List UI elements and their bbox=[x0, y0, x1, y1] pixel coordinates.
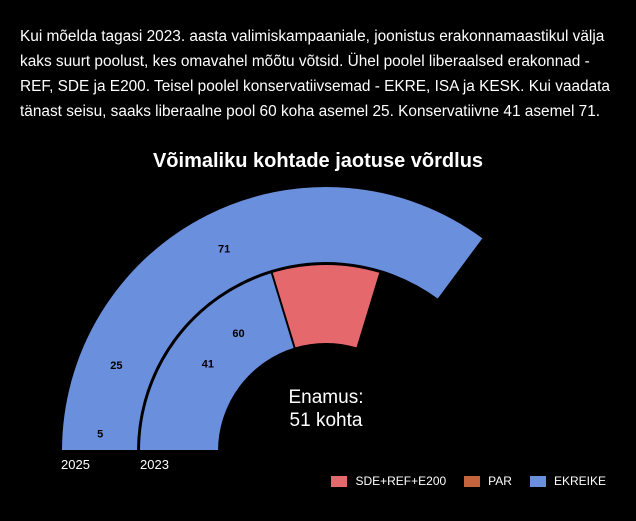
legend-label: PAR bbox=[488, 474, 512, 488]
chart-legend: SDE+REF+E200 PAR EKREIKE bbox=[331, 474, 606, 488]
value-label-2025-2: 71 bbox=[218, 244, 230, 256]
legend-label: EKREIKE bbox=[553, 474, 606, 488]
value-label-2025-1: 5 bbox=[97, 428, 103, 440]
legend-swatch bbox=[331, 475, 348, 487]
value-label-2025-0: 25 bbox=[110, 360, 122, 372]
legend-item: PAR bbox=[464, 474, 512, 488]
arc-2023-ekreike bbox=[137, 270, 297, 452]
legend-swatch bbox=[529, 475, 546, 487]
article-caption: Kui mõelda tagasi 2023. aasta valimiskam… bbox=[20, 28, 610, 120]
ring-label-outer: 2025 bbox=[61, 457, 90, 472]
chart-title: Võimaliku kohtade jaotuse võrdlus bbox=[152, 150, 484, 172]
center-label-line2: 51 kohta bbox=[290, 410, 363, 431]
legend-label: SDE+REF+E200 bbox=[355, 474, 447, 488]
legend-item: EKREIKE bbox=[529, 474, 606, 488]
legend-swatch bbox=[464, 475, 481, 487]
value-label-2023-0: 60 bbox=[232, 328, 244, 340]
center-label-line1: Enamus: bbox=[289, 387, 364, 408]
ring-label-inner: 2023 bbox=[140, 457, 169, 472]
value-label-2023-2: 41 bbox=[202, 358, 214, 370]
legend-item: SDE+REF+E200 bbox=[331, 474, 446, 488]
